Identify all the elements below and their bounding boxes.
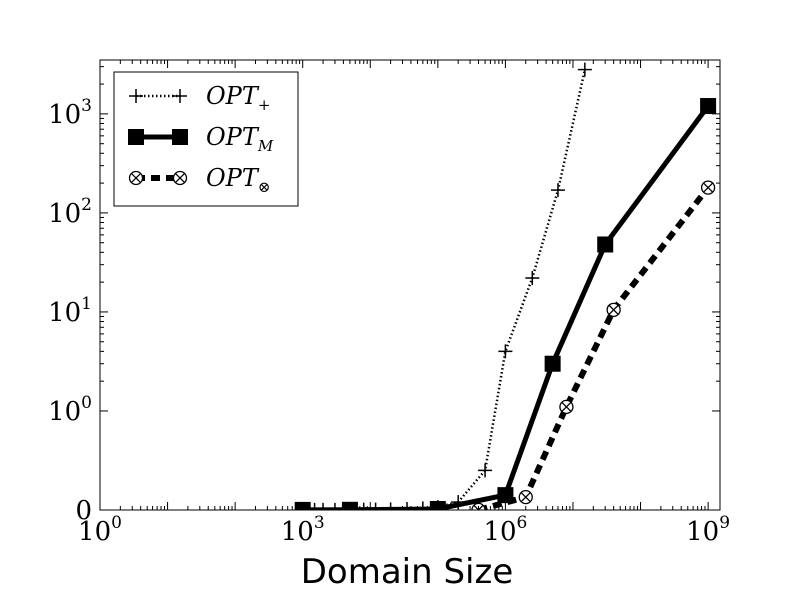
legend-label-1: OPT+ [206,82,270,114]
series-line-2 [302,104,711,510]
series-2-point-2 [341,501,358,510]
y-tick-label-4: 102 [48,195,92,229]
legend: OPT+ OPTM OPT⊗ [113,71,299,207]
y-tick-label-1: 0 [75,496,92,526]
legend-marker-1-b [173,89,187,103]
series-2 [294,98,717,510]
x-tick-label-4: 109 [686,513,730,547]
legend-label-2: OPTM [206,123,274,155]
series-1-point-14 [498,344,513,359]
series-1-point-13 [478,463,493,478]
legend-label-3: OPT⊗ [206,164,270,196]
series-2-point-7 [700,98,717,115]
series-3-point-3 [559,399,574,415]
plot-area [294,62,717,510]
series-3-point-2 [518,489,533,505]
x-tick-label-1: 100 [78,513,122,547]
y-tick-label-2: 100 [48,393,92,427]
series-3-point-5 [700,180,716,195]
y-tick-label-3: 101 [48,294,92,328]
x-tick-label-2: 103 [281,513,325,547]
legend-marker-1-a [129,89,143,103]
legend-marker-3-b [172,170,188,186]
series-line-1 [302,69,587,510]
legend-marker-3-a [128,170,144,186]
series-3-point-4 [606,302,621,317]
series-3 [471,180,716,510]
y-tick-label-5: 103 [48,96,92,130]
series-1-point-15 [525,271,540,286]
legend-entry-3: OPT⊗ [128,164,270,196]
legend-marker-2-a [128,129,144,145]
legend-marker-2-b [172,129,188,145]
series-2-point-6 [597,236,614,253]
series-1-point-16 [550,183,565,198]
series-2-point-5 [544,355,561,372]
legend-entry-2: OPTM [128,123,274,155]
x-axis-label: Domain Size [301,552,514,592]
x-tick-label-3: 106 [483,513,527,547]
plot-frame [99,59,721,511]
series-1-point-17 [577,62,592,77]
legend-entry-1: OPT+ [129,82,270,114]
series-line-3 [477,185,711,510]
series-1 [295,62,592,510]
